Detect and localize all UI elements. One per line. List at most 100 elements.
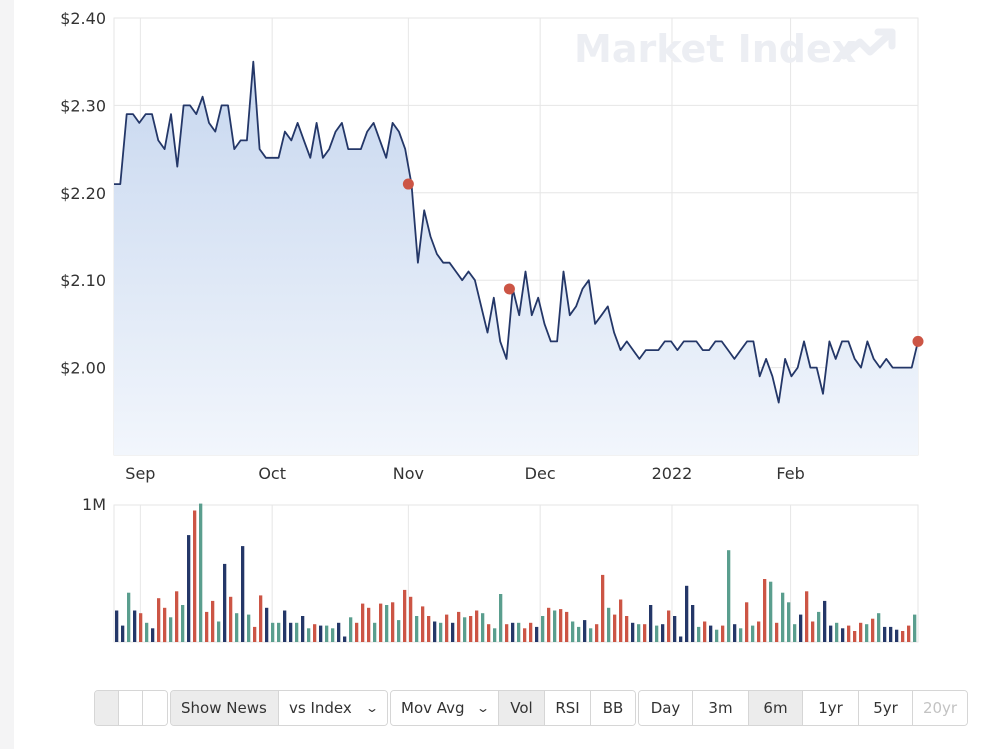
volume-bar [181,605,185,642]
date-x-tick-label: Feb [776,464,804,483]
volume-bar [589,628,593,642]
volume-bar [727,550,731,642]
volume-bar [145,622,149,642]
volume-bar [907,625,911,642]
volume-bar [631,622,635,642]
news-marker[interactable] [503,283,515,295]
volume-bar [757,621,761,643]
volume-bar [769,581,773,642]
volume-bar [823,600,827,642]
range-5yr-button[interactable]: 5yr [859,691,913,725]
range-1yr-button[interactable]: 1yr [803,691,859,725]
volume-bar [283,610,287,642]
volume-bar [259,595,263,642]
price-y-tick-label: $2.40 [60,9,106,28]
volume-bar [835,622,839,642]
volume-bar [385,605,389,642]
chart-panel: Market Index $2.40 $2.30 $2.20 $2.10 $2.00 S… [14,0,1000,749]
volume-bar [697,626,701,642]
volume-bar [787,602,791,642]
chart-control-group-blank [94,690,168,726]
date-x-tick-label: Dec [525,464,556,483]
volume-bar [709,625,713,642]
show-news-button[interactable]: Show News [171,691,279,725]
volume-bar [841,628,845,642]
volume-bar [271,622,275,642]
volume-bar [643,624,647,642]
date-x-tick-label: 2022 [652,464,693,483]
volume-bar [745,602,749,642]
volume-bar [391,602,395,642]
vol-toggle[interactable]: Vol [499,691,545,725]
price-y-tick-label: $2.20 [60,184,106,203]
price-volume-chart: Market Index $2.40 $2.30 $2.20 $2.10 $2.00 S… [60,9,924,643]
range-6m-button[interactable]: 6m [749,691,803,725]
price-y-tick-label: $2.00 [60,359,106,378]
range-day-button[interactable]: Day [639,691,693,725]
volume-bar [595,624,599,642]
toolbar-blank-button-1[interactable] [95,691,119,725]
volume-bar [793,624,797,642]
volume-bar [175,591,179,642]
overlay-controls: Show News vs Index ⌄ [170,690,388,726]
mov-avg-dropdown[interactable]: Mov Avg ⌄ [391,691,499,725]
range-3m-button[interactable]: 3m [693,691,749,725]
volume-bar [247,614,251,642]
range-controls: Day 3m 6m 1yr 5yr 20yr [638,690,968,726]
volume-bar [637,624,641,642]
toolbar-blank-button-2[interactable] [119,691,143,725]
volume-bar [751,625,755,642]
volume-bar [853,631,857,642]
volume-bar [397,620,401,642]
toolbar-blank-button-3[interactable] [143,691,167,725]
vs-index-dropdown[interactable]: vs Index ⌄ [279,691,387,725]
volume-bar [781,592,785,642]
volume-bar [487,624,491,642]
volume-bar [229,596,233,642]
range-20yr-button[interactable]: 20yr [913,691,967,725]
volume-bar [661,624,665,642]
price-line [114,60,919,404]
volume-bar [373,622,377,642]
bb-toggle[interactable]: BB [591,691,635,725]
range-6m-label: 6m [763,699,788,717]
volume-bar [439,622,443,642]
volume-bar [523,628,527,642]
volume-bar [895,629,899,642]
volume-bar [505,624,509,642]
volume-bar [139,613,143,642]
volume-plot-border [113,504,919,643]
volume-bar [763,579,767,642]
show-news-label: Show News [181,699,267,717]
volume-bar [253,626,257,642]
volume-bar [463,617,467,642]
volume-bar [331,628,335,642]
news-marker[interactable] [402,178,414,190]
volume-bar [829,625,833,642]
volume-bar [733,624,737,642]
rsi-toggle[interactable]: RSI [545,691,591,725]
volume-bar [865,624,869,642]
volume-bar [739,628,743,642]
volume-bar [337,622,341,642]
volume-bar [655,625,659,642]
volume-bar [319,625,323,642]
volume-bar [367,607,371,643]
volume-bar [301,616,305,642]
volume-bar [151,628,155,642]
volume-bar [457,611,461,642]
volume-bar [409,596,413,642]
volume-bar [529,622,533,642]
volume-bar [343,636,347,642]
volume-bar [913,614,917,642]
chart-toolbar: Show News vs Index ⌄ Mov Avg ⌄ Vol RSI BB … [94,690,970,726]
volume-bar [415,616,419,642]
news-marker[interactable] [912,335,924,347]
range-3m-label: 3m [708,699,733,717]
range-day-label: Day [650,699,681,717]
volume-bar [481,613,485,642]
news-markers[interactable] [402,178,924,347]
volume-y-tick-label: 1M [82,495,106,514]
volume-bar [553,610,557,642]
volume-bar [187,535,191,642]
